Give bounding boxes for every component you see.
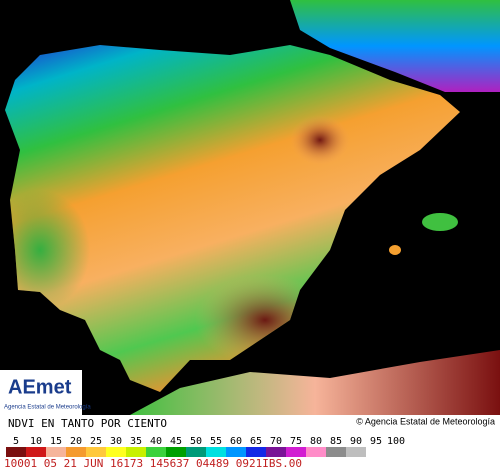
legend-swatch <box>286 447 306 457</box>
legend-title: NDVI EN TANTO POR CIENTO <box>8 417 167 430</box>
legend-swatch <box>66 447 86 457</box>
france <box>290 0 500 92</box>
logo-box <box>0 370 82 415</box>
island <box>422 213 458 231</box>
logo: AEmet <box>8 376 72 398</box>
legend-swatch <box>26 447 46 457</box>
legend-swatch <box>46 447 66 457</box>
legend-label: 30 <box>110 436 122 447</box>
legend-swatch <box>86 447 106 457</box>
legend-label: 55 <box>210 436 222 447</box>
legend-label: 80 <box>310 436 322 447</box>
legend-swatch <box>366 447 386 457</box>
legend-swatch <box>266 447 286 457</box>
legend-label: 70 <box>270 436 282 447</box>
island <box>389 245 401 255</box>
credit: © Agencia Estatal de Meteorología <box>356 416 495 426</box>
legend-label: 85 <box>330 436 342 447</box>
legend-swatch <box>346 447 366 457</box>
legend-swatch <box>6 447 26 457</box>
legend-label: 60 <box>230 436 242 447</box>
legend-swatch <box>306 447 326 457</box>
legend-label: 45 <box>170 436 182 447</box>
legend-label: 95 <box>370 436 382 447</box>
legend-label: 50 <box>190 436 202 447</box>
legend-label: 20 <box>70 436 82 447</box>
logo-subtitle: Agencia Estatal de Meteorología <box>4 405 91 411</box>
legend-swatch <box>226 447 246 457</box>
legend-swatch <box>126 447 146 457</box>
legend-swatch <box>146 447 166 457</box>
legend-label: 90 <box>350 436 362 447</box>
legend-label: 65 <box>250 436 262 447</box>
legend-label: 15 <box>50 436 62 447</box>
legend-label: 100 <box>387 436 405 447</box>
legend-label: 40 <box>150 436 162 447</box>
footer: 10001 05 21 JUN 16173 145637 04489 0921I… <box>4 457 302 470</box>
legend-label: 5 <box>13 436 19 447</box>
legend-swatch <box>106 447 126 457</box>
legend-swatch <box>186 447 206 457</box>
legend-swatch <box>166 447 186 457</box>
dry-area <box>290 115 350 165</box>
legend-label: 25 <box>90 436 102 447</box>
legend-label: 75 <box>290 436 302 447</box>
legend-swatch <box>206 447 226 457</box>
legend-label: 35 <box>130 436 142 447</box>
legend-swatch <box>246 447 266 457</box>
legend: 5 10 15 20 25 30 35 40 45 50 55 60 65 70 75 80 85 90 95 100 <box>6 436 405 457</box>
legend-swatch <box>326 447 346 457</box>
legend-label: 10 <box>30 436 42 447</box>
africa <box>130 350 500 415</box>
